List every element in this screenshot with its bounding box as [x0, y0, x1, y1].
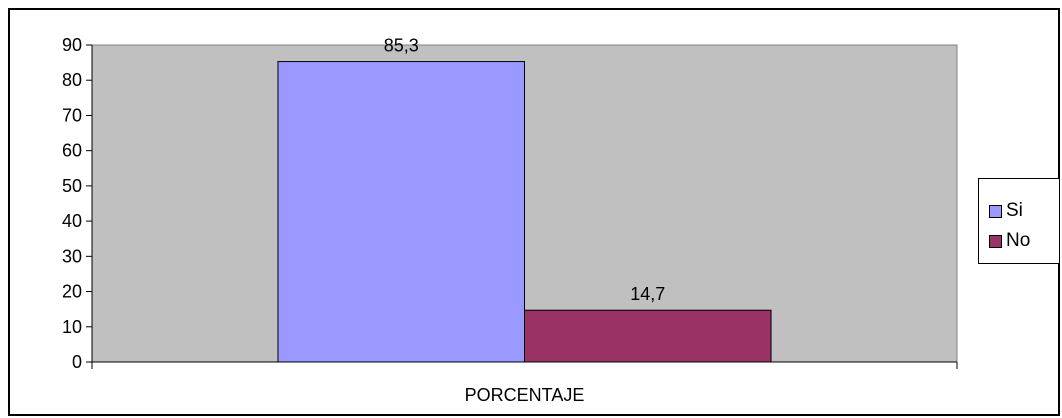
y-tick-label-6: 60 — [62, 141, 82, 161]
data-label-si: 85,3 — [384, 36, 419, 56]
y-tick-label-2: 20 — [62, 282, 82, 302]
legend-label-si: Si — [1006, 200, 1023, 221]
legend-swatch-no — [989, 234, 1002, 248]
y-tick-label-3: 30 — [62, 246, 82, 266]
legend-swatch-si — [989, 204, 1002, 218]
y-tick-label-4: 40 — [62, 211, 82, 231]
bars: 85,3 14,7 — [277, 36, 772, 363]
y-tick-label-5: 50 — [62, 176, 82, 196]
y-tick-label-1: 10 — [62, 317, 82, 337]
y-tick-label-9: 90 — [62, 35, 82, 55]
data-label-no: 14,7 — [630, 284, 665, 304]
y-tick-label-0: 0 — [72, 352, 82, 372]
y-tick-label-8: 80 — [62, 70, 82, 90]
x-axis: PORCENTAJE — [91, 361, 958, 405]
x-category-label: PORCENTAJE — [465, 385, 585, 405]
bar-si — [277, 61, 525, 363]
legend-label-no: No — [1006, 230, 1031, 251]
legend: Si No — [978, 178, 1060, 264]
bar-no — [524, 309, 772, 363]
legend-item-no: No — [989, 229, 1030, 253]
legend-item-si: Si — [989, 199, 1023, 223]
y-tick-label-7: 70 — [62, 105, 82, 125]
y-axis: 0 10 20 30 40 50 60 70 80 90 — [62, 35, 93, 372]
